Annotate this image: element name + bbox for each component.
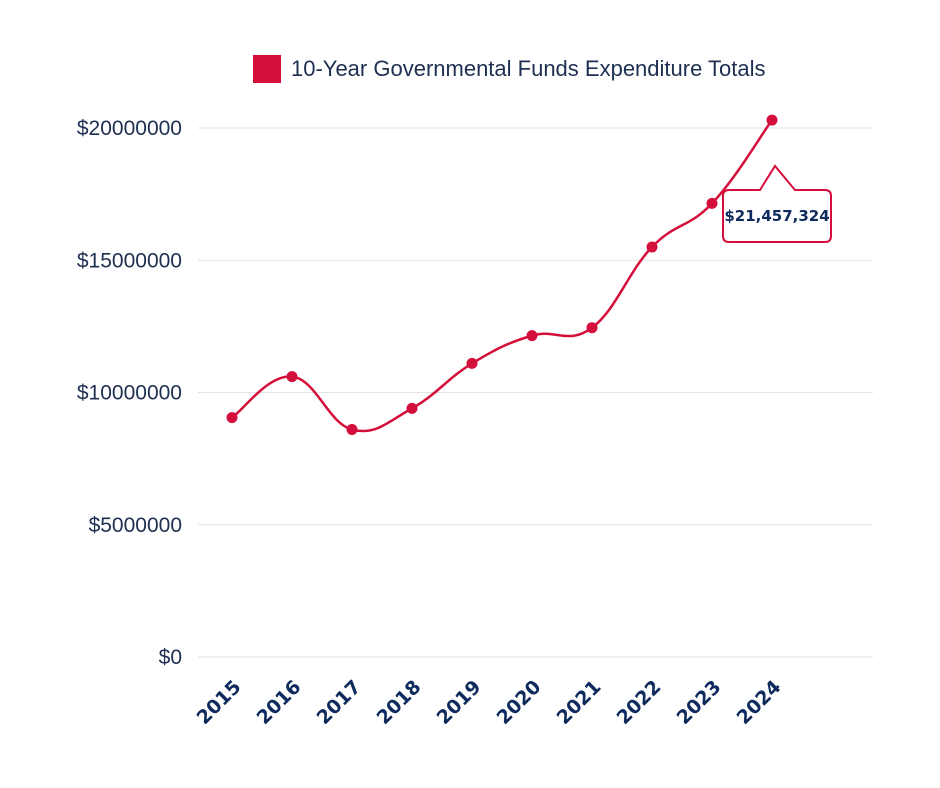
- y-tick-label: $20000000: [77, 117, 182, 140]
- data-point[interactable]: [286, 371, 298, 383]
- y-tick-label: $5000000: [89, 514, 182, 537]
- data-point[interactable]: [226, 412, 238, 424]
- x-tick-label: 2022: [613, 676, 666, 729]
- y-tick-label: $0: [159, 646, 182, 669]
- legend: 10-Year Governmental Funds Expenditure T…: [253, 55, 766, 83]
- x-tick-label: 2016: [253, 676, 306, 729]
- x-tick-label: 2017: [313, 676, 366, 729]
- legend-label: 10-Year Governmental Funds Expenditure T…: [291, 56, 766, 81]
- x-tick-label: 2021: [553, 676, 606, 729]
- data-point[interactable]: [706, 197, 718, 209]
- data-point[interactable]: [766, 114, 778, 126]
- x-tick-label: 2020: [493, 676, 546, 729]
- legend-swatch: [253, 55, 281, 83]
- y-tick-label: $10000000: [77, 382, 182, 405]
- grid-lines: [198, 127, 873, 658]
- data-point[interactable]: [586, 322, 598, 334]
- y-tick-labels: $0 $5000000 $10000000 $15000000 $20000000: [77, 117, 182, 669]
- x-tick-label: 2019: [433, 676, 486, 729]
- data-point[interactable]: [346, 424, 358, 436]
- series-line: [231, 119, 774, 433]
- x-tick-label: 2023: [673, 676, 726, 729]
- x-tick-label: 2015: [193, 676, 246, 729]
- data-points: [226, 114, 778, 436]
- callout-value: $21,457,324: [724, 207, 829, 225]
- data-point[interactable]: [526, 330, 538, 342]
- y-tick-label: $15000000: [77, 249, 182, 272]
- x-tick-label: 2024: [733, 676, 786, 729]
- x-tick-label: 2018: [373, 676, 426, 729]
- value-callout: $21,457,324: [722, 164, 832, 243]
- data-point[interactable]: [406, 402, 418, 414]
- callout-bubble: [722, 164, 832, 243]
- data-point[interactable]: [466, 357, 478, 369]
- data-point[interactable]: [646, 241, 658, 253]
- x-tick-labels: 2015 2016 2017 2018 2019 2020 2021 2022 2023 2024: [193, 676, 786, 729]
